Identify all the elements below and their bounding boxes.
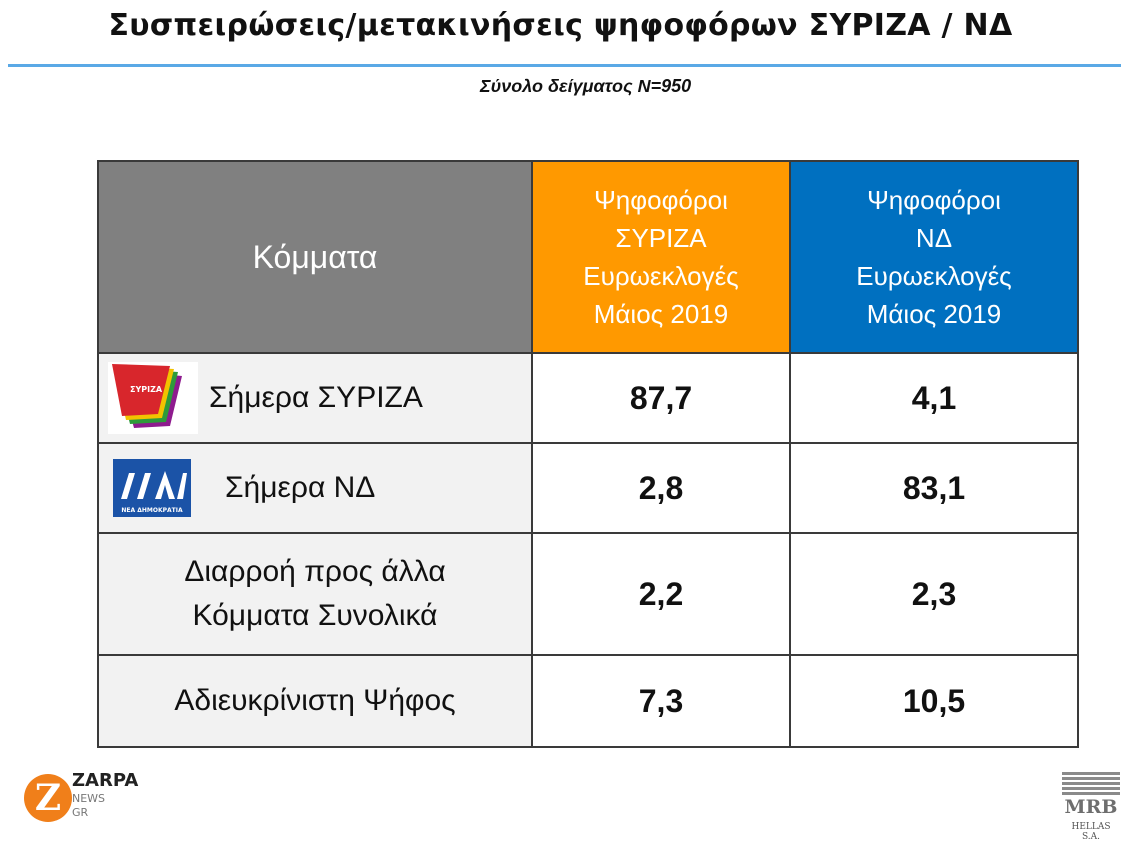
header-parties-label: Κόμματα [252,238,378,275]
zarpa-logo-news: NEWS [72,792,105,805]
party-name: Σήμερα ΝΔ [225,471,376,504]
table-header-row: Κόμματα Ψηφοφόροι ΣΥΡΙΖΑ Ευρωεκλογές Μάι… [97,160,1079,354]
nd-logo-icon: ΝΕΑ ΔΗΜΟΚΡΑΤΙΑ [113,459,191,517]
party-cell: Διαρροή προς άλλα Κόμματα Συνολικά [97,532,533,656]
party-name: Αδιευκρίνιστη Ψήφος [174,684,456,717]
party-cell: ΝΕΑ ΔΗΜΟΚΡΑΤΙΑ Σήμερα ΝΔ [97,442,533,534]
header-syriza-line: Μάιος 2019 [593,299,729,329]
mrb-logo-subtext: HELLAS S.A. [1071,822,1111,842]
zarpa-logo-gr: GR [72,806,89,819]
syriza-logo-icon: ΣΥΡΙΖΑ [108,362,198,434]
title-divider [8,64,1121,67]
syriza-voters-value: 87,7 [531,352,791,444]
nd-voters-value: 10,5 [789,654,1079,748]
header-nd-voters: Ψηφοφόροι ΝΔ Ευρωεκλογές Μάιος 2019 [789,160,1079,354]
party-cell: ΣΥΡΙΖΑ Σήμερα ΣΥΡΙΖΑ [97,352,533,444]
header-nd-line: Μάιος 2019 [866,299,1002,329]
syriza-voters-value: 2,2 [531,532,791,656]
nd-voters-value: 2,3 [789,532,1079,656]
zarpa-logo-text: ZARPA [72,770,138,791]
nd-logo-text: ΝΕΑ ΔΗΜΟΚΡΑΤΙΑ [121,507,183,514]
header-syriza-line: Ευρωεκλογές [583,261,739,291]
table-row: Αδιευκρίνιστη Ψήφος 7,3 10,5 [97,654,1079,748]
zarpa-news-logo: Z ZARPA NEWS GR [22,762,142,832]
header-nd-line: ΝΔ [915,223,953,253]
mrb-logo-text: MRB [1064,796,1118,818]
table-row: ΣΥΡΙΖΑ Σήμερα ΣΥΡΙΖΑ 87,7 4,1 [97,352,1079,444]
party-cell: Αδιευκρίνιστη Ψήφος [97,654,533,748]
header-nd-line: Ευρωεκλογές [856,261,1012,291]
header-syriza-voters: Ψηφοφόροι ΣΥΡΙΖΑ Ευρωεκλογές Μάιος 2019 [531,160,791,354]
mrb-logo: MRB HELLAS S.A. [1062,772,1120,842]
mrb-logo-bars-icon [1062,772,1120,796]
header-syriza-line: Ψηφοφόροι [594,185,728,215]
syriza-logo-text: ΣΥΡΙΖΑ [130,385,163,394]
syriza-voters-value: 7,3 [531,654,791,748]
party-name: Σήμερα ΣΥΡΙΖΑ [209,381,423,414]
party-name-line: Διαρροή προς άλλα [184,555,446,588]
svg-text:Z: Z [35,777,61,819]
syriza-voters-value: 2,8 [531,442,791,534]
header-syriza-line: ΣΥΡΙΖΑ [615,223,707,253]
results-table: Κόμματα Ψηφοφόροι ΣΥΡΙΖΑ Ευρωεκλογές Μάι… [97,160,1079,748]
table-row: ΝΕΑ ΔΗΜΟΚΡΑΤΙΑ Σήμερα ΝΔ 2,8 83,1 [97,442,1079,534]
party-name-line: Κόμματα Συνολικά [192,599,438,632]
header-parties: Κόμματα [97,160,533,354]
page-title: Συσπειρώσεις/μετακινήσεις ψηφοφόρων ΣΥΡΙ… [108,8,1013,43]
header-nd-line: Ψηφοφόροι [867,185,1001,215]
nd-voters-value: 83,1 [789,442,1079,534]
sample-size-subtitle: Σύνολο δείγματος Ν=950 [480,76,692,96]
table-row: Διαρροή προς άλλα Κόμματα Συνολικά 2,2 2… [97,532,1079,656]
nd-voters-value: 4,1 [789,352,1079,444]
